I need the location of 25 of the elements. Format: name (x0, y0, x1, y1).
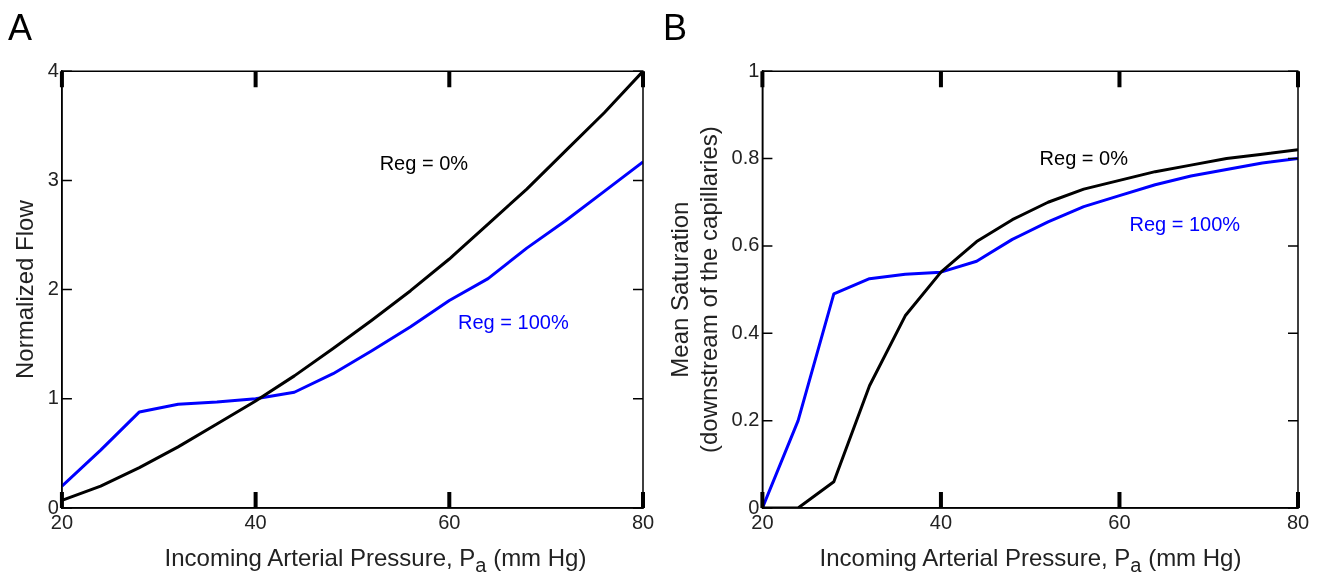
series-label: Reg = 0% (1039, 146, 1129, 169)
y-tick-label: 2 (47, 277, 59, 300)
x-axis-title: Incoming Arterial Pressure, P$_{a}$ (mm Hg) (163, 544, 588, 577)
x-tick-label: 60 (438, 510, 461, 533)
x-tick-label: 60 (1108, 510, 1131, 533)
y-tick-label: 0.2 (731, 408, 760, 431)
y-tick-label: 0.8 (731, 146, 760, 169)
x-tick-label: 80 (1286, 510, 1310, 533)
text: Reg = 0% (379, 151, 469, 174)
y-tick-label: 1 (47, 386, 59, 409)
x-tick-label: 80 (631, 510, 655, 533)
chart-title: B (663, 6, 688, 48)
x-axis-title: Incoming Arterial Pressure, P$_{a}$ (mm Hg) (818, 544, 1243, 577)
chart-title: A (8, 6, 33, 48)
y-tick-label: 0.6 (731, 233, 760, 256)
y-axis-title: Mean Saturation (downstream of the capillaries) (666, 126, 722, 454)
x-tick-label: 40 (929, 510, 953, 533)
series-label: Reg = 100% (1129, 213, 1241, 236)
y-tick-label: 1 (748, 58, 760, 81)
y-tick-label: 0.4 (731, 320, 760, 343)
y-tick-label: 3 (47, 167, 59, 190)
series-label: Reg = 100% (458, 311, 569, 334)
y-tick-label: 4 (47, 58, 59, 81)
x-tick-label: 40 (244, 510, 267, 533)
y-axis-title: Normalized Flow (11, 199, 39, 379)
